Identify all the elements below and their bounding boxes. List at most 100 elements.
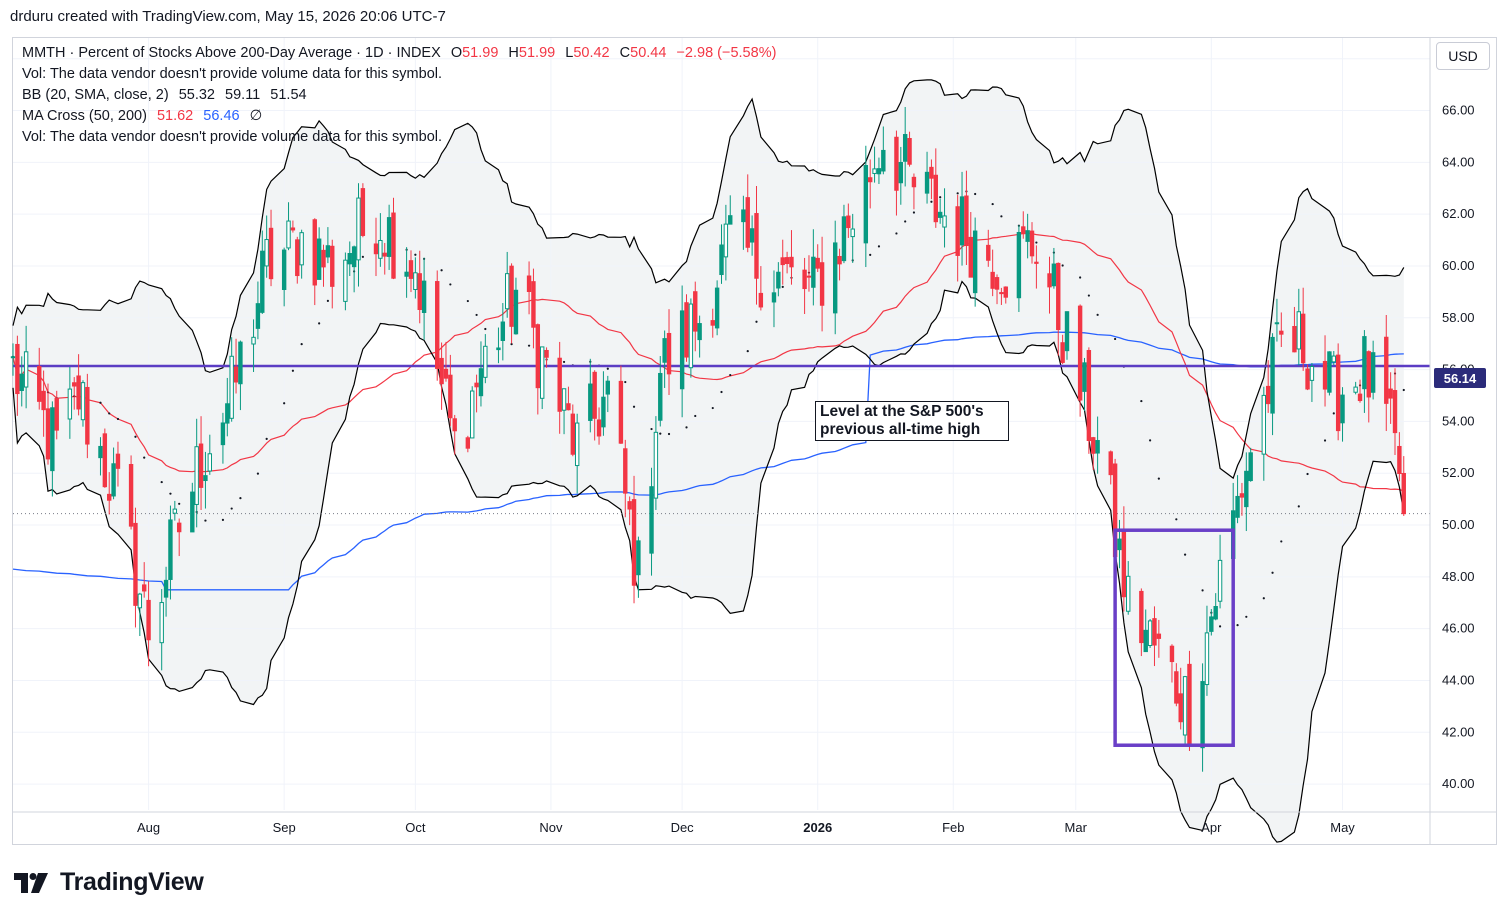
candle-down xyxy=(391,212,396,279)
candle-down xyxy=(789,256,794,268)
bollinger-basis-dot xyxy=(300,343,303,346)
bollinger-basis-dot xyxy=(1271,571,1274,574)
candle-up xyxy=(1370,352,1376,393)
candle-up xyxy=(255,303,261,329)
candle-down xyxy=(115,453,121,469)
candle-up xyxy=(67,388,73,420)
candle-up xyxy=(316,238,322,280)
bollinger-basis-dot xyxy=(939,196,942,199)
candle-up xyxy=(728,215,733,225)
ohlc-low: L50.42 xyxy=(565,45,610,61)
candle-down xyxy=(1047,273,1052,288)
bollinger-basis-dot xyxy=(1245,615,1248,618)
candle-down xyxy=(1388,388,1393,399)
candle-down xyxy=(907,138,912,165)
bollinger-basis-dot xyxy=(659,432,662,435)
candle-up xyxy=(413,272,418,291)
bollinger-basis-dot xyxy=(134,435,137,438)
candle-up xyxy=(470,390,475,439)
bollinger-basis-dot xyxy=(1297,505,1300,508)
candle-down xyxy=(146,599,151,641)
candle-down xyxy=(1077,305,1083,401)
bollinger-basis-dot xyxy=(169,492,172,495)
candle-down xyxy=(1292,326,1297,353)
candle-down xyxy=(360,188,366,236)
candle-down xyxy=(107,493,112,501)
candle-up xyxy=(378,239,383,259)
candle-down xyxy=(448,374,453,419)
bollinger-basis-dot xyxy=(1262,597,1265,600)
candle-down xyxy=(417,273,422,310)
candle-down xyxy=(684,302,689,358)
currency-button[interactable]: USD xyxy=(1436,42,1490,70)
x-tick-label: Apr xyxy=(1201,820,1222,835)
bb-upper-value: 59.11 xyxy=(225,87,261,103)
candle-up xyxy=(251,336,256,345)
candle-up xyxy=(723,223,729,258)
bollinger-basis-dot xyxy=(1096,313,1099,316)
candle-up xyxy=(500,321,506,341)
candle-up xyxy=(194,446,199,505)
candlesticks xyxy=(10,106,1406,772)
candle-down xyxy=(666,332,672,375)
candle-down xyxy=(474,382,479,388)
candle-down xyxy=(986,244,991,261)
candle-up xyxy=(137,593,143,609)
candle-up xyxy=(23,351,29,388)
candle-down xyxy=(1034,261,1039,264)
candle-up xyxy=(513,289,519,335)
candle-up xyxy=(850,228,855,238)
candle-up xyxy=(207,453,213,472)
horizontal-level-line xyxy=(13,364,1430,515)
candle-up xyxy=(325,245,331,258)
candle-up xyxy=(1143,629,1148,653)
candle-down xyxy=(1265,385,1271,405)
candle-down xyxy=(312,219,317,286)
candle-down xyxy=(509,265,514,327)
candle-down xyxy=(443,368,449,379)
bollinger-basis-dot xyxy=(326,299,329,302)
candle-up xyxy=(924,171,930,194)
candle-up xyxy=(190,491,195,533)
candle-down xyxy=(802,269,807,290)
x-tick-label: 2026 xyxy=(803,820,832,835)
bollinger-basis-dot xyxy=(869,253,872,256)
bollinger-basis-dot xyxy=(1114,337,1117,341)
candle-down xyxy=(1086,350,1092,441)
x-tick-label: Aug xyxy=(137,820,160,835)
candle-up xyxy=(771,292,777,303)
candle-up xyxy=(1235,495,1240,518)
candle-up xyxy=(1126,575,1131,612)
candle-up xyxy=(238,341,243,385)
level-annotation[interactable]: Level at the S&P 500's previous all-time… xyxy=(815,401,1009,441)
y-tick-label: 40.00 xyxy=(1442,776,1475,791)
chart-frame xyxy=(12,37,1497,845)
candle-up xyxy=(281,249,287,290)
candle-up xyxy=(688,303,694,369)
candle-up xyxy=(50,407,55,472)
candle-down xyxy=(815,257,820,269)
candle-up xyxy=(561,388,567,411)
tradingview-logo[interactable]: TradingView xyxy=(14,868,204,897)
x-tick-label: Sep xyxy=(273,820,296,835)
candle-down xyxy=(1178,693,1183,723)
candle-down xyxy=(54,397,59,431)
highlight-box-rect xyxy=(1113,528,1235,747)
candle-down xyxy=(557,357,562,412)
bollinger-basis-dot xyxy=(1201,589,1204,592)
candle-up xyxy=(1182,676,1188,736)
candle-down xyxy=(37,366,42,402)
bollinger-basis-dot xyxy=(930,200,933,203)
y-tick-label: 54.00 xyxy=(1442,413,1475,428)
bollinger-basis-dot xyxy=(204,519,207,522)
candle-down xyxy=(1121,530,1127,598)
bollinger-basis-dot xyxy=(1000,215,1003,218)
candle-down xyxy=(631,499,637,586)
ohlc-close: C50.44 xyxy=(619,45,667,61)
candle-up xyxy=(1095,440,1100,454)
bollinger-basis-dot xyxy=(1280,540,1283,543)
candle-down xyxy=(929,166,934,179)
candle-up xyxy=(539,346,545,399)
candle-up xyxy=(264,239,269,267)
